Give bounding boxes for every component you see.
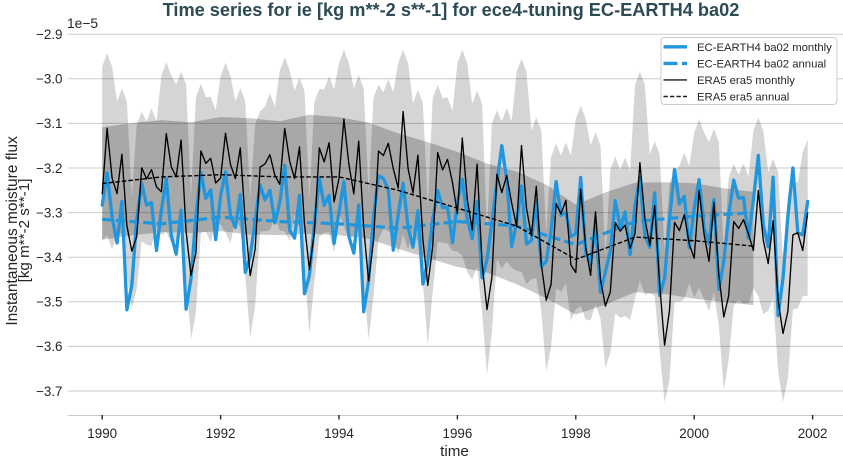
- svg-text:ERA5 era5 monthly: ERA5 era5 monthly: [697, 75, 795, 87]
- svg-text:−3.7: −3.7: [36, 384, 62, 399]
- svg-text:−3.1: −3.1: [36, 116, 62, 131]
- svg-text:−3.5: −3.5: [36, 295, 62, 310]
- svg-text:1998: 1998: [561, 426, 591, 441]
- svg-text:EC-EARTH4 ba02 annual: EC-EARTH4 ba02 annual: [697, 59, 826, 71]
- svg-text:−3.4: −3.4: [36, 250, 63, 265]
- svg-text:1996: 1996: [443, 426, 473, 441]
- svg-text:EC-EARTH4 ba02 monthly: EC-EARTH4 ba02 monthly: [697, 42, 832, 54]
- svg-text:−3.3: −3.3: [36, 205, 62, 220]
- svg-text:Time series for ie [kg m**-2 s: Time series for ie [kg m**-2 s**-1] for …: [163, 0, 740, 20]
- svg-text:1992: 1992: [206, 426, 236, 441]
- svg-text:1994: 1994: [324, 426, 354, 441]
- svg-text:2002: 2002: [798, 426, 828, 441]
- svg-text:time: time: [440, 443, 469, 457]
- svg-text:ERA5 era5 annual: ERA5 era5 annual: [697, 92, 789, 104]
- svg-text:−2.9: −2.9: [36, 27, 62, 42]
- svg-text:−3.0: −3.0: [36, 72, 62, 87]
- svg-text:1e−5: 1e−5: [67, 16, 98, 31]
- svg-text:−3.2: −3.2: [36, 161, 62, 176]
- svg-text:1990: 1990: [87, 426, 117, 441]
- svg-text:2000: 2000: [679, 426, 709, 441]
- svg-text:−3.6: −3.6: [36, 339, 62, 354]
- svg-text:[kg m**-2 s**-1]: [kg m**-2 s**-1]: [16, 179, 33, 283]
- svg-text:Instantaneous moisture flux: Instantaneous moisture flux: [4, 136, 21, 326]
